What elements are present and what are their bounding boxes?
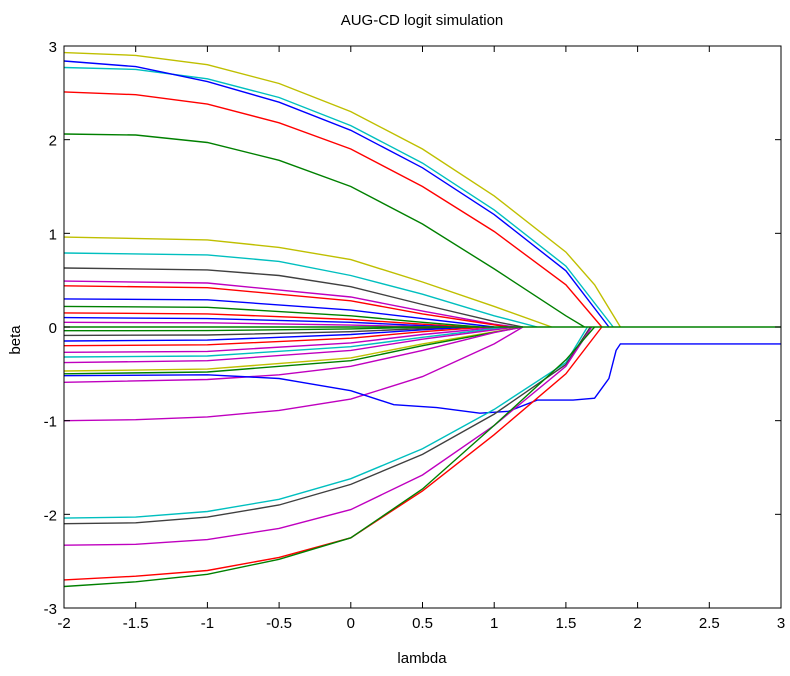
series-line-23	[63, 326, 524, 372]
chart-title: AUG-CD logit simulation	[341, 12, 504, 29]
y-tick-label: 3	[49, 39, 57, 56]
x-tick-label: 1.5	[555, 615, 576, 632]
series-line-2	[63, 66, 614, 328]
series-line-12	[63, 305, 480, 328]
series-line-22	[63, 326, 516, 364]
series-line-15	[63, 321, 437, 328]
x-tick-label: 2.5	[699, 615, 720, 632]
series-line-24	[63, 326, 524, 375]
series-line-32	[63, 326, 596, 588]
x-tick-label: 3	[777, 615, 785, 632]
y-tick-label: -1	[44, 414, 57, 431]
series-line-10	[63, 285, 509, 328]
series-line-13	[63, 312, 466, 328]
series-line-17	[63, 326, 459, 337]
y-tick-label: -3	[44, 601, 57, 618]
y-tick-label: 2	[49, 133, 57, 150]
series-line-4	[63, 91, 603, 328]
x-tick-label: -1.5	[123, 615, 149, 632]
series-line-25	[63, 326, 524, 383]
x-tick-label: -0.5	[266, 615, 292, 632]
x-tick-label: 0	[347, 615, 355, 632]
series-line-28	[63, 326, 588, 519]
series-line-27	[63, 343, 781, 414]
series-layer	[63, 51, 781, 588]
series-line-19	[63, 326, 488, 347]
series-line-7	[63, 252, 538, 328]
series-line-1	[63, 51, 621, 328]
series-line-5	[63, 133, 585, 328]
x-tick-label: 0.5	[412, 615, 433, 632]
series-line-16	[63, 326, 437, 332]
y-tick-label: -2	[44, 507, 57, 524]
y-tick-label: 0	[49, 320, 57, 337]
y-axis-label: beta	[7, 325, 24, 355]
series-line-14	[63, 316, 452, 328]
x-tick-label: 2	[633, 615, 641, 632]
series-line-18	[63, 326, 473, 342]
series-line-21	[63, 326, 509, 358]
series-line-30	[63, 326, 593, 546]
series-line-26	[63, 326, 524, 422]
series-line-6	[63, 236, 552, 328]
series-line-11	[63, 298, 495, 328]
series-line-8	[63, 267, 524, 328]
series-line-20	[63, 326, 502, 353]
series-line-3	[63, 60, 610, 328]
x-axis-label: lambda	[397, 650, 447, 667]
x-tick-label: -2	[57, 615, 70, 632]
y-tick-label: 1	[49, 226, 57, 243]
x-tick-label: -1	[201, 615, 214, 632]
x-tick-label: 1	[490, 615, 498, 632]
